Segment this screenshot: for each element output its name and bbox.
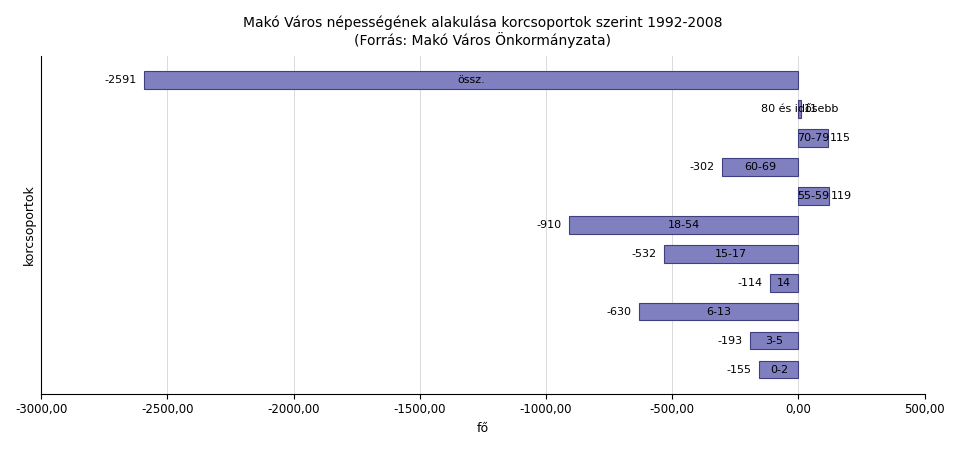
Title: Makó Város népességének alakulása korcsoportok szerint 1992-2008
(Forrás: Makó V: Makó Város népességének alakulása korcso…	[243, 15, 723, 48]
Bar	[759, 361, 799, 378]
Text: -155: -155	[727, 364, 752, 375]
Text: -2591: -2591	[105, 75, 137, 85]
Bar	[799, 130, 828, 147]
Text: 14: 14	[777, 278, 791, 288]
Text: 80 és idősebb: 80 és idősebb	[761, 104, 838, 114]
Text: 6-13: 6-13	[707, 307, 732, 317]
Text: 11: 11	[804, 104, 818, 114]
Y-axis label: korcsoportok: korcsoportok	[23, 184, 36, 266]
Text: -193: -193	[717, 336, 742, 346]
Bar	[639, 303, 799, 320]
Bar	[750, 332, 799, 350]
Text: 70-79: 70-79	[797, 133, 829, 143]
Bar	[799, 100, 802, 118]
Text: 15-17: 15-17	[715, 249, 748, 259]
Text: 60-69: 60-69	[744, 162, 777, 172]
Bar	[664, 245, 799, 262]
Text: 115: 115	[830, 133, 851, 143]
Text: -114: -114	[737, 278, 762, 288]
Text: össz.: össz.	[458, 75, 486, 85]
Text: 0-2: 0-2	[770, 364, 788, 375]
Bar	[568, 216, 799, 234]
Text: -910: -910	[536, 220, 562, 230]
Text: 18-54: 18-54	[667, 220, 700, 230]
Text: 55-59: 55-59	[798, 191, 829, 201]
Bar	[770, 274, 799, 292]
Text: -630: -630	[607, 307, 632, 317]
Text: 3-5: 3-5	[765, 336, 783, 346]
Text: -532: -532	[632, 249, 657, 259]
Text: 119: 119	[831, 191, 852, 201]
Bar	[799, 187, 828, 205]
Bar	[144, 72, 799, 89]
Bar	[722, 158, 799, 176]
Text: -302: -302	[689, 162, 714, 172]
X-axis label: fő: fő	[477, 422, 489, 435]
